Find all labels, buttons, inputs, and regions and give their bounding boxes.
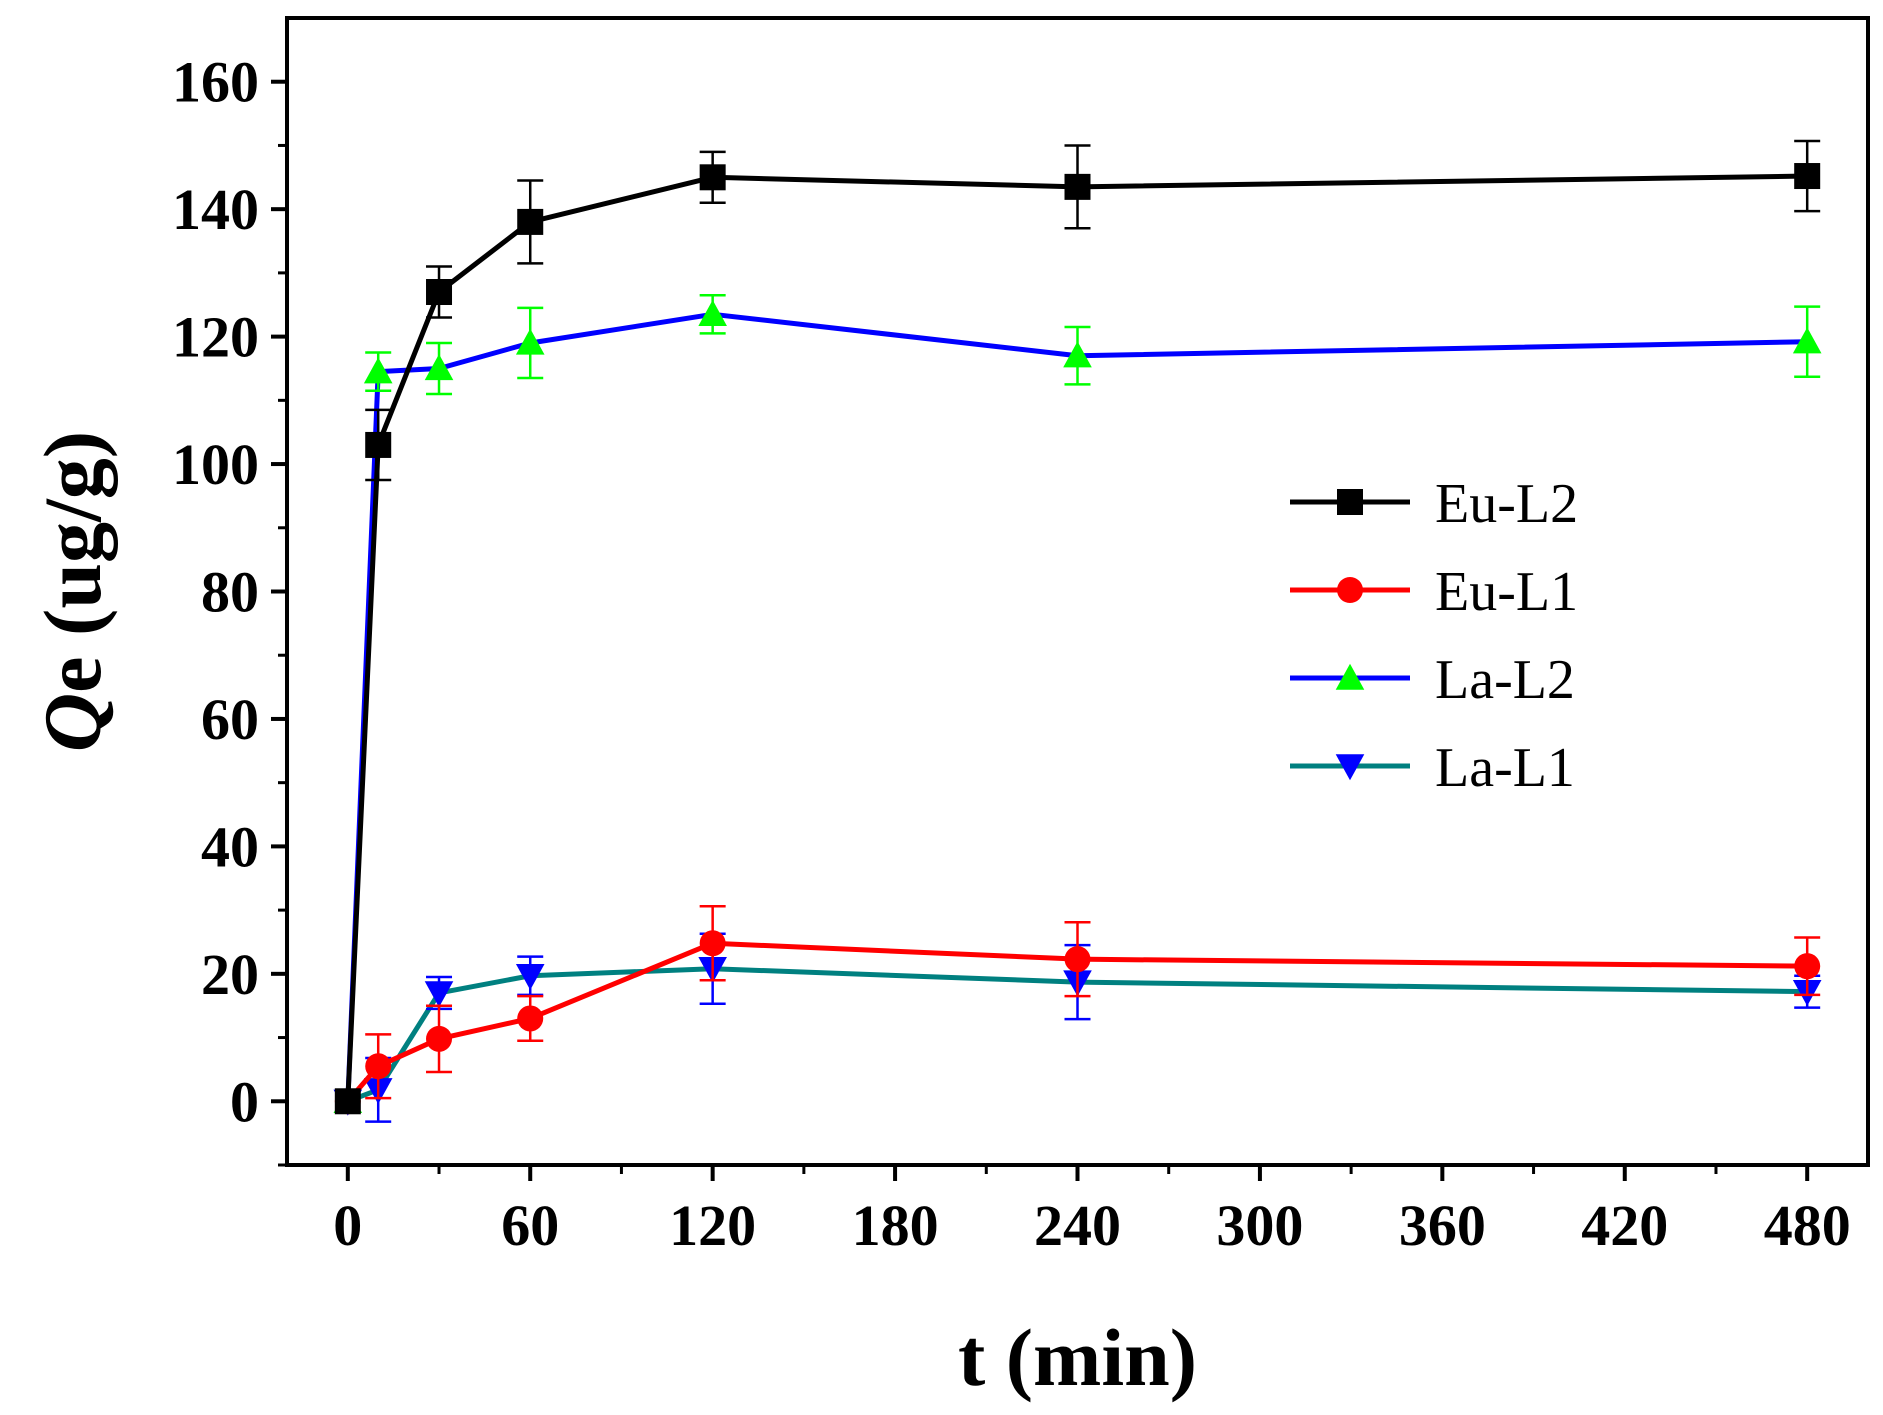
x-tick-label: 240	[1034, 1193, 1121, 1258]
data-point-eu-l2	[1794, 163, 1821, 190]
data-point-la-l1	[424, 981, 454, 1008]
data-point-la-l2	[363, 357, 393, 384]
series-eu-l2	[334, 139, 1821, 1115]
x-tick-label: 60	[501, 1193, 559, 1258]
x-tick-label: 420	[1581, 1193, 1668, 1258]
x-tick-label: 480	[1764, 1193, 1851, 1258]
data-point-eu-l1	[1794, 953, 1821, 980]
legend-label-la-l1: La-L1	[1435, 737, 1575, 799]
x-tick-label: 120	[669, 1193, 756, 1258]
y-axis-title-rest: e (ug/g)	[27, 431, 118, 693]
data-point-la-l1	[515, 964, 545, 991]
legend: Eu-L2 Eu-L1 La-L2 La-L1	[1290, 473, 1578, 799]
legend-marker-la-l2	[1335, 663, 1365, 690]
data-point-la-l2	[1792, 327, 1822, 354]
legend-marker-eu-l1	[1337, 577, 1363, 603]
legend-marker-eu-l2	[1337, 489, 1363, 515]
data-point-eu-l2	[1064, 173, 1091, 200]
data-point-eu-l2	[365, 431, 392, 458]
y-axis-title-italic: Q	[27, 693, 118, 752]
legend-label-eu-l2: Eu-L2	[1435, 473, 1578, 535]
data-point-la-l2	[698, 300, 727, 327]
x-tick-label: 0	[333, 1193, 362, 1258]
data-point-eu-l2	[699, 164, 726, 191]
y-axis-title: Qe (ug/g)	[27, 431, 118, 752]
y-tick-label: 0	[230, 1069, 259, 1134]
data-point-eu-l1	[365, 1053, 392, 1080]
axis-layer: 0 60 120 180 240 300 360 420 480 0 20 40 60 80 100 120 1…	[172, 50, 1851, 1258]
data-point-la-l2	[515, 328, 545, 355]
y-tick-label: 60	[201, 687, 259, 752]
data-point-eu-l1	[1064, 946, 1091, 973]
data-point-eu-l2	[517, 208, 544, 235]
y-tick-label: 80	[201, 560, 259, 625]
data-point-la-l2	[424, 354, 454, 381]
y-tick-label: 40	[201, 814, 259, 879]
data-point-eu-l2	[334, 1088, 361, 1115]
data-point-eu-l1	[426, 1025, 453, 1052]
data-point-eu-l1	[517, 1005, 544, 1032]
x-tick-label: 360	[1399, 1193, 1486, 1258]
legend-label-eu-l1: Eu-L1	[1435, 561, 1578, 623]
legend-marker-la-l1	[1335, 754, 1365, 781]
x-axis-title: t (min)	[958, 1312, 1197, 1403]
legend-label-la-l2: La-L2	[1435, 649, 1575, 711]
series-la-l2	[333, 293, 1822, 1113]
data-point-eu-l1	[699, 930, 726, 957]
y-tick-label: 120	[172, 305, 259, 370]
series-layer	[333, 139, 1822, 1123]
data-point-eu-l2	[426, 279, 453, 306]
y-tick-label: 160	[172, 50, 259, 115]
y-tick-label: 20	[201, 942, 259, 1007]
y-tick-label: 140	[172, 177, 259, 242]
x-tick-label: 180	[852, 1193, 939, 1258]
y-tick-label: 100	[172, 432, 259, 497]
data-point-la-l2	[1063, 341, 1092, 368]
x-tick-label: 300	[1216, 1193, 1303, 1258]
